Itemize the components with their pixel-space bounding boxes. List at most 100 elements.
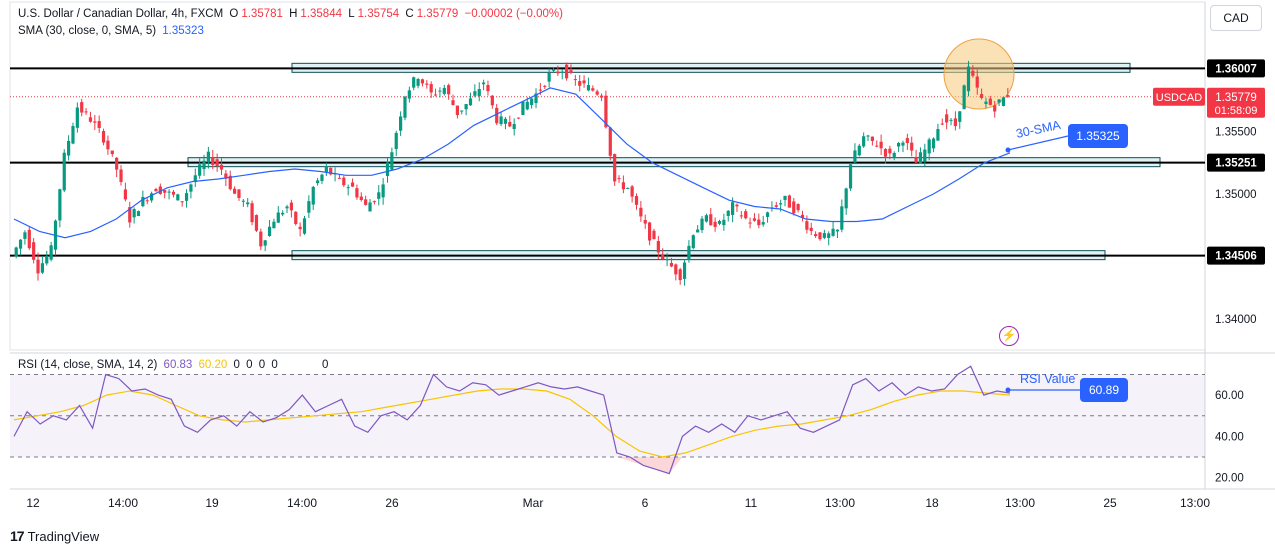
sma-legend[interactable]: SMA (30, close, 0, SMA, 5) 1.35323 — [18, 25, 207, 37]
lightning-icon[interactable]: ⚡ — [999, 326, 1019, 346]
candle-body — [399, 116, 403, 131]
candle-body — [822, 233, 826, 238]
candle-body — [477, 89, 481, 97]
candle-body — [783, 195, 787, 200]
candle-body — [429, 84, 433, 93]
rsi-legend[interactable]: RSI (14, close, SMA, 14, 2) 60.83 60.20 … — [18, 359, 331, 371]
candle-body — [591, 88, 595, 91]
candle-body — [997, 99, 1001, 103]
candle-body — [337, 177, 342, 179]
time-axis-label: 11 — [745, 496, 758, 510]
candle-body — [744, 211, 748, 219]
candle-body — [1006, 95, 1010, 97]
candle-body — [346, 187, 350, 189]
candle-body — [368, 202, 372, 212]
candle-body — [27, 229, 31, 249]
candle-body — [704, 215, 708, 222]
candle-body — [551, 69, 556, 71]
candle-body — [464, 104, 468, 110]
candle-body — [958, 111, 962, 122]
sma-annotation-label: 30-SMA — [1015, 118, 1063, 141]
candle-body — [451, 100, 455, 106]
candle-body — [219, 164, 224, 170]
candle-body — [578, 81, 582, 86]
rsi-tick-label: 60.00 — [1215, 390, 1244, 402]
candle-body — [110, 150, 114, 155]
candle-body — [267, 226, 272, 237]
candle-body — [433, 94, 438, 96]
candle-body — [696, 229, 700, 233]
candle-body — [106, 140, 110, 150]
candle-body — [713, 221, 717, 227]
candle-body — [665, 259, 669, 261]
sma-annotation-pointer — [1007, 135, 1069, 151]
candle-body — [661, 254, 665, 260]
candle-body — [905, 138, 909, 143]
candle-body — [722, 219, 726, 226]
candle-body — [416, 78, 420, 86]
candle-body — [359, 196, 363, 201]
price-tick-label: 1.34000 — [1215, 314, 1257, 326]
level-price-label: 1.34506 — [1215, 251, 1257, 263]
candle-body — [586, 85, 591, 91]
candle-body — [953, 118, 957, 127]
open-value: 1.35781 — [241, 8, 283, 20]
rsi-oversold-fill — [616, 457, 683, 474]
candle-body — [848, 164, 853, 189]
candle-body — [412, 77, 416, 88]
candle-body — [18, 239, 23, 249]
candle-body — [508, 121, 512, 127]
candle-body — [289, 202, 293, 211]
candle-body — [84, 111, 88, 113]
candle-body — [49, 245, 53, 260]
currency-button[interactable]: CAD — [1210, 5, 1262, 31]
highlight-circle — [943, 38, 1015, 110]
candle-body — [931, 138, 936, 149]
candle-body — [350, 182, 355, 187]
rsi-annotation-dot — [1005, 387, 1011, 393]
candle-body — [224, 173, 228, 179]
candle-body — [115, 157, 119, 170]
candle-body — [691, 235, 695, 249]
candle-body — [604, 95, 608, 128]
level-price-label: 1.35251 — [1215, 158, 1257, 170]
candle-body — [827, 233, 831, 238]
candle-body — [805, 221, 809, 230]
candle-body — [835, 229, 840, 232]
rsi-tick-label: 40.00 — [1215, 431, 1244, 443]
candle-body — [626, 187, 630, 189]
time-axis-label: 12 — [26, 496, 40, 510]
candle-body — [573, 79, 577, 81]
candle-body — [831, 228, 835, 236]
brand-name: TradingView — [27, 528, 100, 544]
candle-body — [656, 241, 660, 253]
tradingview-footer[interactable]: 17 TradingView — [10, 528, 99, 544]
candle-body — [521, 101, 525, 115]
candle-body — [840, 206, 844, 230]
candle-body — [206, 151, 210, 163]
candle-body — [101, 131, 106, 143]
candle-body — [390, 152, 394, 170]
candle-body — [639, 207, 643, 217]
change-value: −0.00002 (−0.00%) — [464, 8, 563, 20]
candle-body — [285, 206, 289, 209]
open-label: O — [229, 8, 239, 20]
candle-body — [447, 85, 451, 95]
sma-legend-label: SMA (30, close, 0, SMA, 5) — [18, 25, 157, 37]
price-pane — [9, 1, 1206, 351]
candle-body — [936, 129, 940, 141]
candle-body — [940, 123, 944, 125]
candle-body — [364, 199, 368, 205]
candle-body — [237, 189, 241, 199]
candle-body — [818, 232, 822, 240]
candle-body — [560, 71, 564, 73]
candle-body — [739, 215, 743, 217]
candle-body — [984, 101, 988, 104]
candle-body — [302, 218, 307, 234]
time-axis-label: 19 — [205, 496, 219, 510]
candle-body — [473, 91, 477, 96]
candle-body — [263, 240, 267, 246]
candle-body — [757, 219, 761, 226]
candle-body — [150, 193, 154, 201]
